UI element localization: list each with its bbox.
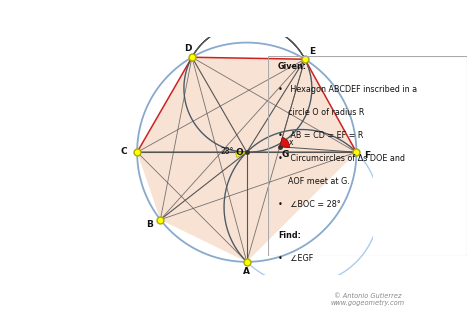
Text: C: C bbox=[121, 146, 128, 156]
Text: G: G bbox=[282, 150, 289, 159]
Wedge shape bbox=[236, 152, 247, 157]
Text: D: D bbox=[184, 44, 191, 53]
Text: •   AB = CD = EF = R: • AB = CD = EF = R bbox=[278, 131, 363, 140]
Text: F: F bbox=[365, 151, 371, 160]
Text: Find:: Find: bbox=[278, 231, 301, 240]
Text: x: x bbox=[288, 138, 293, 147]
Text: 28°: 28° bbox=[221, 146, 234, 156]
Text: A: A bbox=[243, 267, 250, 276]
Text: circle O of radius R: circle O of radius R bbox=[278, 108, 364, 117]
Text: •   ∠BOC = 28°: • ∠BOC = 28° bbox=[278, 200, 340, 209]
Polygon shape bbox=[137, 57, 356, 262]
Text: •   Hexagon ABCDEF inscribed in a: • Hexagon ABCDEF inscribed in a bbox=[278, 85, 417, 94]
Text: O: O bbox=[235, 148, 243, 157]
Text: Given:: Given: bbox=[278, 61, 307, 71]
Text: © Antonio Gutierrez
www.gogeometry.com: © Antonio Gutierrez www.gogeometry.com bbox=[330, 293, 404, 306]
Text: E: E bbox=[310, 47, 316, 56]
Text: AOF meet at G.: AOF meet at G. bbox=[278, 177, 349, 186]
Text: •   ∠EGF: • ∠EGF bbox=[278, 255, 313, 264]
Text: •   Circumcircles of Δs DOE and: • Circumcircles of Δs DOE and bbox=[278, 154, 405, 163]
Wedge shape bbox=[280, 137, 290, 147]
Text: B: B bbox=[146, 220, 153, 229]
